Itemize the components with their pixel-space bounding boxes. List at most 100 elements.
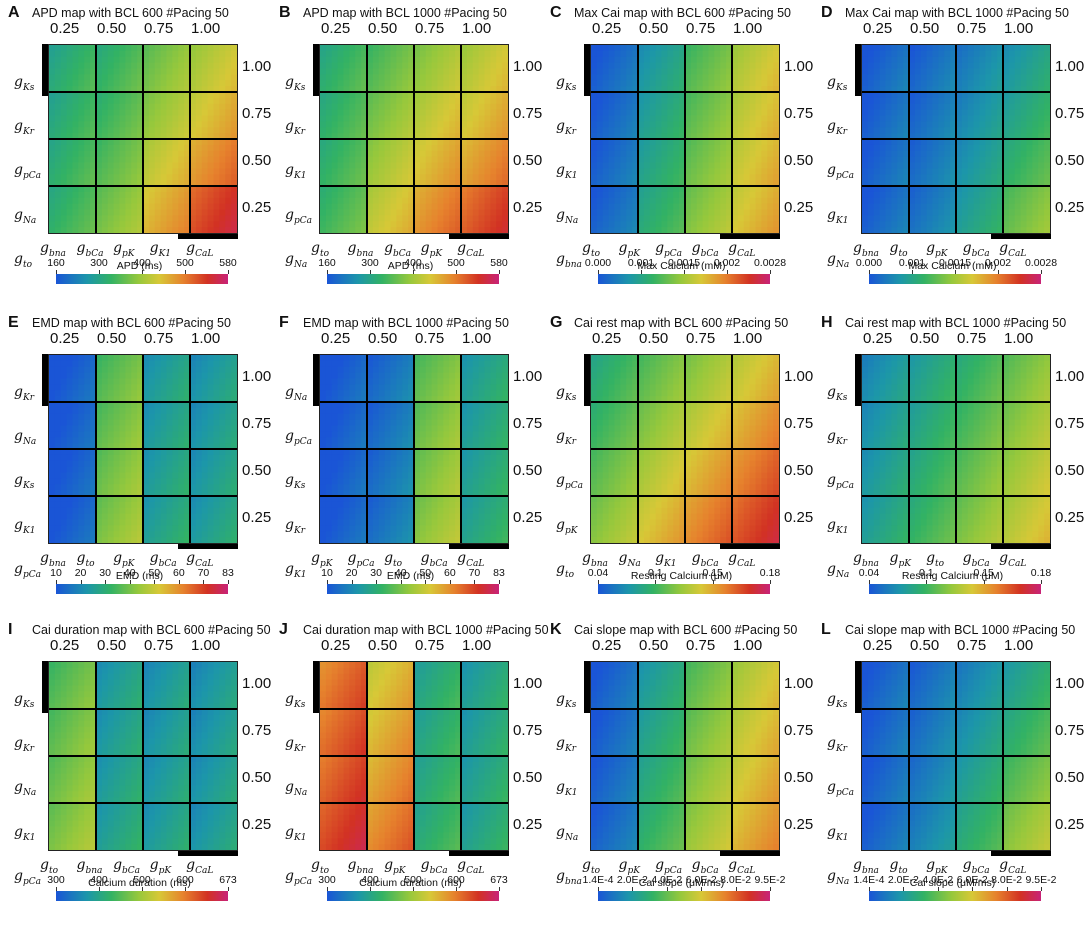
heat-cell-r3-c3 [502, 227, 508, 233]
heat-cell-r2-c1 [137, 460, 144, 468]
heat-cell-r0-c3 [1038, 56, 1045, 64]
heat-cell-r3-c3 [1026, 186, 1033, 193]
heat-cell-r2-c0 [78, 472, 85, 479]
heat-cell-r0-c3 [767, 56, 774, 64]
heat-cell-r2-c0 [78, 180, 85, 187]
top-tick-label: 0.75 [415, 20, 445, 37]
heat-cell-r2-c3 [231, 150, 237, 158]
heat-cell-r0-c1 [101, 384, 109, 391]
heat-cell-r1-c3 [195, 109, 203, 117]
heat-cell-r1-c3 [737, 121, 745, 128]
heat-cell-r0-c2 [184, 372, 191, 380]
heat-cell-r3-c1 [107, 191, 115, 199]
heat-cell-r0-c3 [201, 45, 209, 52]
colorbar-tick-mark [641, 270, 642, 274]
heat-cell-r1-c3 [1014, 97, 1022, 105]
heat-cell-r1-c0 [84, 92, 91, 99]
heat-cell-r2-c2 [160, 156, 168, 164]
heat-cell-r2-c1 [378, 139, 386, 146]
heat-cell-r2-c3 [207, 162, 215, 169]
heat-cell-r2-c2 [991, 150, 998, 158]
heat-cell-r3-c2 [437, 197, 444, 205]
heat-cell-r1-c2 [143, 127, 150, 134]
heat-cell-r2-c0 [49, 490, 56, 497]
bottom-marker-bar [720, 234, 780, 239]
heat-cell-r0-c1 [378, 45, 386, 52]
heat-cell-r2-c2 [166, 150, 173, 158]
heat-cell-r2-c3 [1014, 180, 1022, 187]
heat-cell-r0-c2 [956, 56, 963, 64]
heat-cell-r0-c3 [773, 86, 779, 93]
heat-cell-r3-c2 [973, 203, 981, 211]
heat-cell-r2-c2 [184, 144, 191, 152]
heat-cell-r2-c2 [726, 139, 733, 146]
heat-cell-r3-c3 [755, 197, 762, 205]
heat-cell-r0-c0 [614, 80, 621, 87]
heat-cell-r0-c3 [732, 62, 739, 70]
heat-cell-r3-c3 [466, 197, 474, 205]
heat-cell-r2-c1 [909, 174, 916, 181]
heat-cell-r0-c1 [96, 74, 103, 81]
heat-cell-r3-c3 [195, 203, 203, 211]
heat-cell-r0-c2 [160, 390, 168, 397]
heat-cell-r1-c1 [944, 97, 951, 105]
heat-cell-r1-c1 [909, 92, 916, 99]
heat-cell-r0-c3 [225, 50, 232, 58]
heat-cell-r1-c3 [1044, 92, 1050, 99]
heat-cell-r1-c3 [219, 407, 226, 415]
heat-cell-r0-c3 [219, 384, 226, 391]
heat-cell-r1-c3 [1020, 127, 1028, 134]
heat-cell-r2-c0 [867, 144, 875, 152]
heat-cell-r3-c2 [997, 197, 1004, 205]
heat-cell-r0-c0 [355, 80, 362, 87]
heat-cell-r2-c1 [914, 139, 922, 146]
heat-cell-r0-c0 [873, 74, 881, 81]
heat-cell-r0-c3 [1026, 56, 1033, 64]
heat-cell-r3-c3 [1020, 221, 1028, 228]
panel-letter: A [8, 4, 20, 21]
heat-cell-r3-c3 [231, 215, 237, 222]
heat-cell-r0-c0 [608, 56, 616, 64]
heat-cell-r0-c2 [160, 384, 168, 391]
heat-cell-r0-c1 [408, 80, 415, 87]
heat-cell-r0-c3 [490, 68, 497, 75]
heat-cell-r2-c1 [661, 168, 668, 175]
heat-cell-r1-c0 [72, 407, 79, 415]
heat-cell-r0-c3 [743, 86, 751, 93]
heat-cell-r2-c1 [909, 144, 916, 152]
heat-cell-r1-c1 [396, 121, 403, 128]
heat-cell-r1-c1 [914, 115, 922, 122]
heat-cell-r2-c1 [914, 180, 922, 187]
heat-cell-r1-c2 [437, 127, 444, 134]
heat-cell-r1-c1 [101, 413, 109, 421]
heat-cell-r1-c1 [396, 127, 403, 134]
heat-cell-r2-c0 [879, 144, 887, 152]
heat-cell-r1-c1 [113, 115, 121, 122]
heat-cell-r1-c0 [361, 115, 368, 122]
heat-cell-r3-c2 [690, 221, 698, 228]
heat-cell-r2-c3 [1032, 180, 1039, 187]
heat-cell-r1-c1 [131, 97, 138, 105]
heat-cell-r3-c3 [773, 215, 779, 222]
heat-cell-r0-c0 [885, 74, 892, 81]
heat-cell-r3-c2 [419, 209, 427, 216]
heat-cell-r0-c0 [54, 366, 62, 374]
heat-cell-r2-c1 [367, 180, 374, 187]
heat-cell-r3-c1 [638, 203, 645, 211]
heat-cell-r1-c1 [638, 109, 645, 117]
heat-cell-r0-c1 [137, 384, 144, 391]
heat-cell-r1-c2 [148, 103, 156, 111]
heat-cell-r2-c3 [190, 162, 197, 169]
heat-cell-r1-c0 [903, 115, 910, 122]
heat-cell-r2-c3 [732, 162, 739, 169]
heat-cell-r1-c1 [125, 115, 132, 122]
heat-cell-r2-c0 [885, 162, 892, 169]
heat-cell-r1-c0 [60, 431, 68, 438]
heat-cell-r2-c3 [1026, 156, 1033, 164]
heat-cell-r3-c3 [1038, 197, 1045, 205]
heat-cell-r0-c2 [973, 45, 981, 52]
heat-cell-r0-c2 [708, 45, 715, 52]
heat-cell-r0-c0 [355, 62, 362, 70]
heat-cell-r2-c1 [113, 466, 121, 474]
heat-cell-r2-c0 [355, 162, 362, 169]
